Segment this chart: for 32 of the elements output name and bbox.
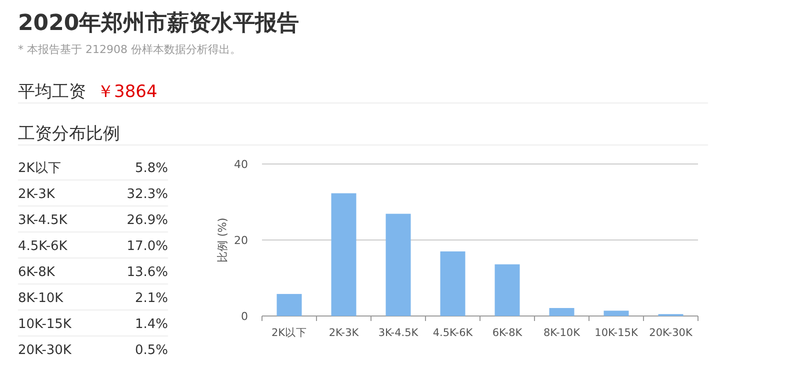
- text: * 本报告基于 212908 份样本数据分析得出。: [18, 43, 241, 56]
- text: 平均工资: [18, 82, 86, 102]
- category-label: 8K-10K: [18, 291, 64, 306]
- category-label: 2K-3K: [18, 187, 55, 202]
- text: 26.9%: [126, 213, 168, 228]
- x-tick-label: 8K-10K: [544, 327, 582, 339]
- x-tick-label: 20K-30K: [649, 327, 694, 339]
- category-label: 2K以下: [18, 161, 61, 176]
- category-label: 20K-30K: [18, 343, 72, 358]
- category-label: 6K-8K: [18, 265, 55, 280]
- x-tick-label: 3K-4.5K: [378, 327, 420, 339]
- y-axis-title: 比例 (%): [216, 218, 229, 262]
- x-tick-label: 6K-8K: [492, 327, 524, 339]
- text: ￥3864: [97, 82, 158, 102]
- text: 5.8%: [134, 161, 168, 176]
- x-tick-label: 10K-15K: [594, 327, 639, 339]
- chart-title: 2020年郑州市薪资水平报告: [18, 10, 300, 36]
- x-tick-label: 4.5K-6K: [432, 327, 474, 339]
- text: 工资分布比例: [18, 124, 120, 144]
- y-tick-label: 0: [241, 310, 248, 323]
- text: 32.3%: [126, 187, 168, 202]
- x-tick-label: 2K-3K: [328, 327, 360, 339]
- category-label: 3K-4.5K: [18, 213, 68, 228]
- category-label: 4.5K-6K: [18, 239, 68, 254]
- text: 2.1%: [134, 291, 168, 306]
- text: 0.5%: [134, 343, 168, 358]
- x-tick-label: 2K以下: [271, 326, 308, 339]
- text: 13.6%: [126, 265, 168, 280]
- y-tick-label: 40: [234, 158, 248, 171]
- y-tick-label: 20: [234, 234, 248, 247]
- text: 1.4%: [134, 317, 168, 332]
- text: 17.0%: [126, 239, 168, 254]
